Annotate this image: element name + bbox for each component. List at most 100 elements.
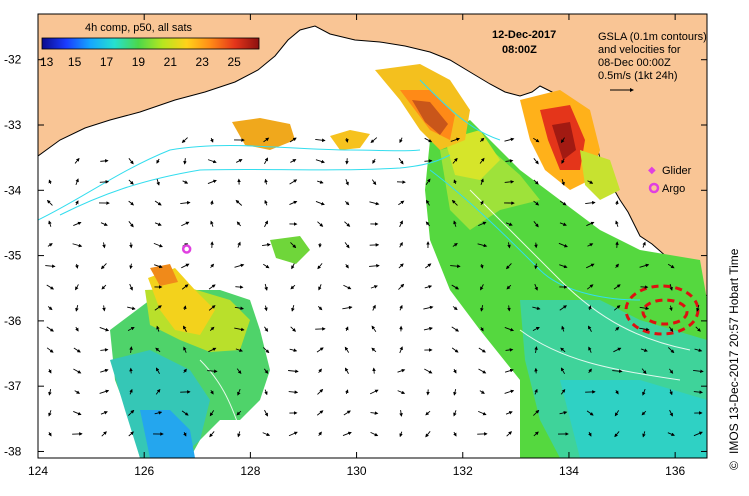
velocity-arrow	[452, 243, 458, 247]
x-tick-label: 124	[28, 464, 48, 478]
velocity-arrow	[99, 327, 110, 332]
velocity-arrow	[667, 263, 675, 269]
velocity-arrow	[183, 305, 187, 310]
velocity-arrow	[453, 410, 457, 417]
velocity-arrow	[180, 200, 191, 205]
velocity-arrow	[451, 284, 460, 290]
velocity-arrow	[533, 431, 539, 437]
velocity-arrow	[423, 326, 433, 331]
velocity-arrow	[207, 179, 217, 185]
velocity-arrow	[291, 304, 295, 312]
velocity-arrow	[399, 346, 403, 354]
velocity-arrow	[344, 346, 350, 353]
velocity-arrow	[342, 431, 352, 437]
velocity-arrow	[156, 158, 160, 164]
velocity-arrow	[101, 431, 107, 437]
velocity-arrow	[505, 411, 513, 415]
velocity-arrow	[505, 348, 514, 352]
velocity-arrow	[263, 137, 270, 143]
velocity-arrow	[288, 390, 299, 394]
velocity-arrow	[290, 242, 297, 249]
velocity-arrow	[612, 369, 623, 373]
velocity-arrow	[48, 410, 52, 417]
velocity-arrow	[207, 369, 218, 373]
velocity-arrow	[236, 410, 242, 416]
velocity-arrow	[642, 431, 646, 438]
velocity-arrow	[47, 306, 53, 311]
velocity-arrow	[210, 137, 214, 143]
velocity-arrow	[453, 179, 457, 185]
velocity-arrow	[75, 178, 79, 186]
velocity-scale-label: 0.5m/s (1kt 24h)	[598, 70, 677, 82]
gsla-legend: GSLA (0.1m contours) and velocities for …	[598, 31, 707, 92]
velocity-arrow	[264, 326, 269, 332]
colorbar-tick-label: 25	[227, 55, 241, 69]
velocity-arrow	[533, 221, 539, 228]
y-tick-label: -33	[4, 118, 22, 132]
velocity-arrow	[586, 284, 594, 290]
velocity-arrow	[155, 347, 161, 353]
velocity-arrow	[100, 263, 107, 270]
velocity-arrow	[614, 431, 620, 438]
x-tick-label: 126	[134, 464, 154, 478]
velocity-arrow	[588, 368, 592, 374]
velocity-arrow	[183, 158, 187, 165]
y-tick-label: -35	[4, 249, 22, 263]
velocity-arrow	[315, 159, 325, 164]
velocity-arrow	[480, 200, 484, 206]
velocity-arrow	[262, 347, 270, 354]
velocity-arrow	[127, 326, 135, 331]
velocity-arrow	[48, 389, 52, 396]
velocity-arrow	[181, 137, 188, 144]
velocity-arrow	[669, 283, 673, 291]
velocity-arrow	[559, 411, 568, 415]
velocity-arrow	[99, 389, 110, 394]
velocity-arrow	[100, 411, 108, 415]
velocity-arrow	[559, 305, 567, 311]
velocity-arrow	[344, 221, 351, 227]
velocity-arrow	[48, 369, 52, 374]
velocity-arrow	[317, 180, 324, 184]
velocity-arrow	[695, 326, 701, 332]
colorbar-title: 4h comp, p50, all sats	[85, 22, 193, 34]
velocity-arrow	[129, 263, 133, 270]
velocity-arrow	[615, 220, 619, 227]
velocity-arrow	[370, 137, 378, 144]
velocity-arrow	[504, 327, 515, 332]
velocity-arrow	[75, 263, 79, 269]
velocity-arrow	[586, 221, 595, 227]
velocity-arrow	[128, 200, 135, 206]
velocity-arrow	[669, 305, 673, 312]
velocity-arrow	[398, 200, 405, 206]
glider-label: Glider	[662, 165, 692, 177]
velocity-arrow	[613, 284, 621, 290]
velocity-arrow	[399, 431, 403, 438]
velocity-arrow	[129, 242, 133, 249]
gsla-contours-white	[199, 189, 691, 431]
velocity-arrow	[289, 137, 297, 143]
velocity-arrow	[451, 326, 460, 332]
velocity-arrow	[263, 263, 270, 269]
velocity-arrow	[128, 221, 134, 228]
velocity-arrow	[399, 220, 403, 228]
velocity-arrow	[73, 221, 82, 226]
y-tick-label: -34	[4, 183, 22, 197]
velocity-arrow	[183, 368, 187, 373]
velocity-arrow	[264, 157, 268, 165]
velocity-arrow	[99, 180, 110, 184]
velocity-arrow	[371, 325, 377, 333]
velocity-arrow	[424, 368, 433, 374]
velocity-arrow	[533, 200, 540, 206]
velocity-arrow	[236, 221, 241, 227]
velocity-arrow	[613, 305, 621, 311]
velocity-arrow	[642, 388, 646, 396]
velocity-arrow	[667, 347, 675, 354]
velocity-arrow	[532, 326, 540, 332]
velocity-arrow	[129, 346, 133, 354]
velocity-arrow	[642, 241, 646, 248]
x-tick-label: 128	[240, 464, 260, 478]
velocity-arrow	[289, 348, 298, 352]
colorbar: 4h comp, p50, all sats 13 15 17 19 21 23 25	[40, 22, 260, 69]
velocity-arrow	[533, 409, 540, 416]
y-axis: -32 -33 -34 -35 -36 -37 -38	[4, 53, 707, 458]
